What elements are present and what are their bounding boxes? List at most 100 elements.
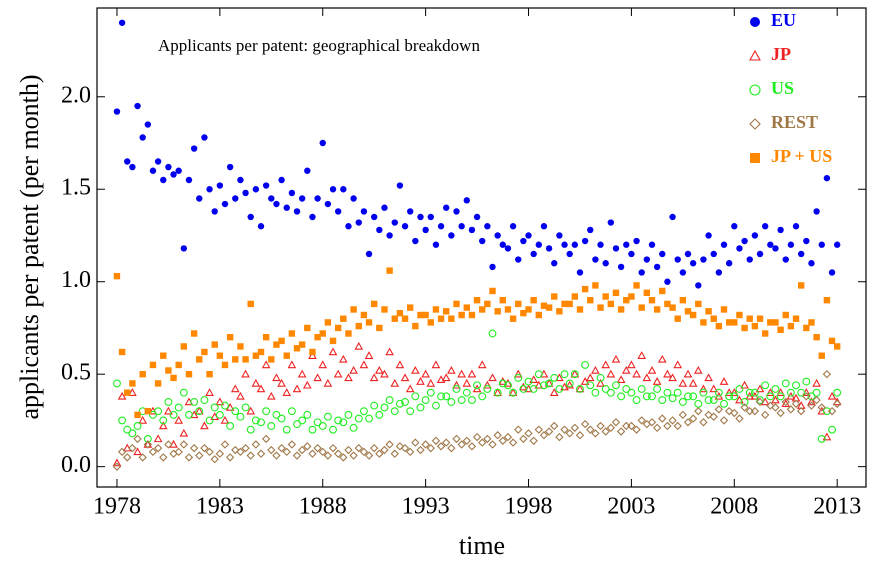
point <box>776 388 785 396</box>
point <box>736 311 743 319</box>
point <box>293 420 301 429</box>
point <box>380 403 389 412</box>
point <box>195 451 204 460</box>
point <box>545 379 554 388</box>
legend-label: US <box>771 78 794 98</box>
point <box>210 455 219 464</box>
point <box>771 395 780 404</box>
point <box>364 451 374 460</box>
point <box>750 406 760 416</box>
point <box>344 445 353 455</box>
point <box>817 434 826 443</box>
point <box>745 388 754 397</box>
point <box>648 241 656 248</box>
point <box>159 453 168 462</box>
point <box>462 378 472 387</box>
point <box>309 348 316 356</box>
point <box>339 453 348 462</box>
point <box>674 315 681 322</box>
point <box>704 373 713 382</box>
point <box>447 397 456 406</box>
point <box>813 208 820 215</box>
point <box>452 434 461 444</box>
point <box>725 319 733 326</box>
point <box>411 365 420 374</box>
point <box>200 421 209 430</box>
point <box>720 241 728 248</box>
point <box>448 232 455 239</box>
point <box>133 422 142 430</box>
point <box>149 361 157 369</box>
point <box>777 326 784 333</box>
point <box>571 241 579 248</box>
point <box>503 432 513 442</box>
point <box>293 208 301 215</box>
point <box>350 195 357 202</box>
point <box>314 333 321 341</box>
point <box>700 256 707 263</box>
point <box>421 396 430 405</box>
point <box>714 405 724 414</box>
point <box>704 396 713 405</box>
point <box>287 360 297 369</box>
point <box>431 436 441 445</box>
point <box>390 407 399 416</box>
y-tick-label: 0.0 <box>61 452 91 478</box>
point <box>175 167 182 174</box>
point <box>833 399 842 408</box>
point <box>134 102 141 110</box>
point <box>689 260 697 267</box>
point <box>400 443 410 453</box>
point <box>164 397 173 406</box>
point <box>643 289 651 297</box>
point <box>632 396 641 405</box>
point <box>201 348 208 356</box>
point <box>530 250 537 258</box>
point <box>256 384 266 393</box>
point <box>678 378 688 387</box>
point <box>570 369 580 378</box>
point <box>390 449 399 458</box>
point <box>437 392 446 401</box>
point <box>715 269 723 276</box>
point <box>715 322 723 330</box>
point <box>551 260 558 267</box>
point <box>623 297 630 304</box>
point <box>591 365 600 374</box>
point <box>452 380 461 389</box>
point <box>653 385 662 393</box>
point <box>324 319 332 326</box>
point <box>504 245 512 252</box>
point <box>174 447 183 457</box>
point <box>381 306 388 313</box>
point <box>308 425 317 434</box>
point <box>344 373 353 382</box>
plot-frame <box>96 7 867 488</box>
point <box>730 392 739 401</box>
point <box>792 381 800 390</box>
point <box>479 237 486 245</box>
point <box>242 189 249 197</box>
point <box>360 208 368 215</box>
point <box>314 195 321 202</box>
point <box>524 429 533 438</box>
point <box>499 297 506 304</box>
point <box>232 356 239 363</box>
legend-marker <box>749 84 761 96</box>
point <box>477 360 487 369</box>
point <box>349 451 358 460</box>
point <box>272 410 281 419</box>
point <box>606 369 616 378</box>
point <box>550 421 559 431</box>
point <box>601 360 611 369</box>
point <box>535 241 543 248</box>
point <box>304 167 311 174</box>
point <box>689 392 698 401</box>
point <box>508 388 518 396</box>
point <box>323 378 333 387</box>
y-tick-label: 1.5 <box>61 175 91 201</box>
point <box>781 397 790 407</box>
legend-marker <box>749 118 761 130</box>
point <box>797 250 805 258</box>
